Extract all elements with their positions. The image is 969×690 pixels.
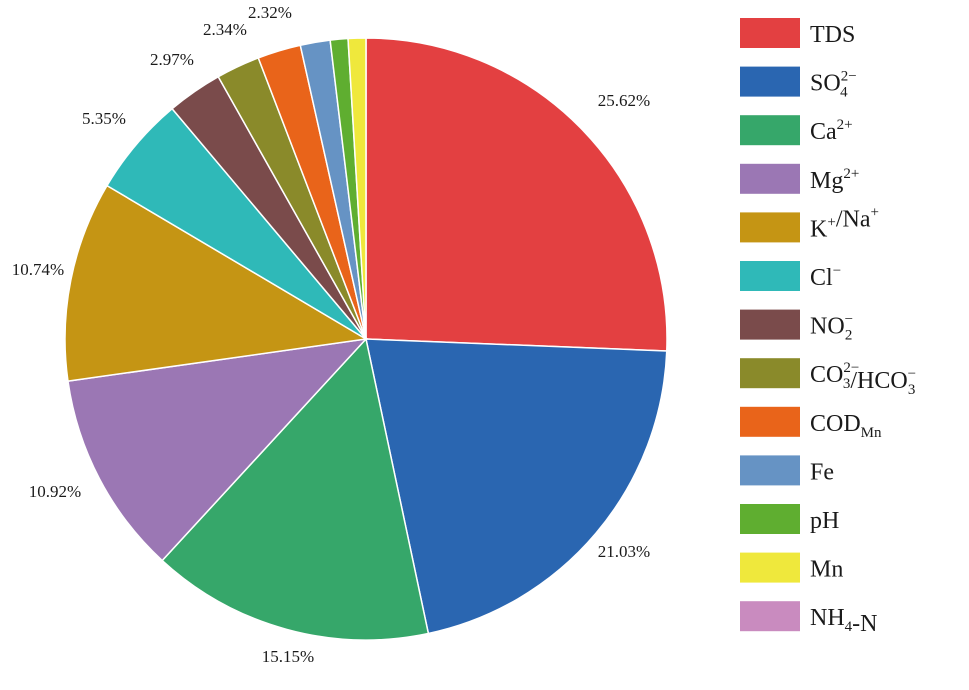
legend-swatch-3 — [740, 163, 800, 194]
pie-slice-0 — [365, 37, 668, 352]
pie-value-labels: 25.62% 21.03% 15.15% 10.92% 10.74% 5.35% 2.97%… — [12, 3, 650, 666]
legend-label-9: Fe — [810, 459, 834, 485]
legend-swatch-5 — [740, 261, 800, 291]
pie-slice-4 — [64, 184, 369, 383]
legend-label-7: CO2− 3/HCO− 3 — [810, 360, 916, 398]
legend-label-0: TDS — [810, 22, 855, 48]
legend-swatch-11 — [740, 552, 800, 583]
pie-slice-11 — [347, 37, 367, 340]
slice-value-label-0: 25.62% — [598, 91, 650, 110]
legend-swatch-10 — [740, 504, 800, 534]
pie-slices — [64, 37, 668, 641]
legend-label-12: NH4-N — [810, 605, 878, 637]
slice-value-label-6: 2.97% — [150, 50, 194, 69]
legend-swatch-6 — [740, 309, 800, 340]
legend-label-3: Mg2+ — [810, 166, 859, 194]
legend: TDS SO2− 4 Ca2+ Mg2+ K+/Na+ Cl− NO− 2 CO2− 3/HCO− 3… — [740, 18, 916, 637]
legend-label-4: K+/Na+ — [810, 204, 879, 242]
legend-label-10: pH — [810, 508, 839, 534]
slice-value-label-2: 15.15% — [262, 647, 314, 666]
slice-value-label-7: 2.34% — [203, 20, 247, 39]
slice-value-label-4: 10.74% — [12, 260, 64, 279]
pie-slice-3 — [67, 337, 368, 562]
slice-value-label-5: 5.35% — [82, 109, 126, 128]
legend-swatch-8 — [740, 406, 800, 437]
slice-value-label-1: 21.03% — [598, 542, 650, 561]
legend-swatch-2 — [740, 115, 800, 146]
slice-value-label-3: 10.92% — [29, 482, 81, 501]
legend-label-6: NO− 2 — [810, 312, 853, 344]
pie-slice-1 — [365, 338, 668, 635]
legend-swatch-7 — [740, 358, 800, 389]
legend-label-11: Mn — [810, 557, 843, 583]
legend-label-5: Cl− — [810, 263, 841, 291]
pie-slice-2 — [161, 337, 430, 641]
legend-swatch-9 — [740, 455, 800, 486]
legend-label-1: SO2− 4 — [810, 69, 857, 101]
legend-swatch-12 — [740, 601, 800, 632]
legend-swatch-0 — [740, 18, 800, 48]
legend-swatch-4 — [740, 212, 800, 243]
legend-label-8: CODMn — [810, 411, 882, 441]
slice-value-label-8: 2.32% — [248, 3, 292, 22]
legend-swatch-1 — [740, 66, 800, 97]
legend-label-2: Ca2+ — [810, 117, 853, 145]
